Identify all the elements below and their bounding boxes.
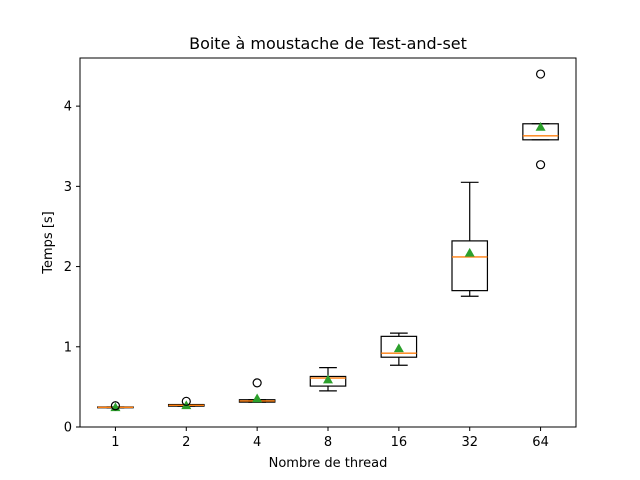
x-tick-label: 16 — [391, 435, 408, 450]
mean-marker — [535, 121, 546, 131]
mean-marker — [393, 343, 404, 353]
outlier-point — [252, 378, 262, 388]
chart-title: Boite à moustache de Test-and-set — [189, 34, 467, 53]
y-tick-label: 2 — [64, 260, 72, 275]
box — [451, 240, 489, 292]
outlier-point — [181, 396, 191, 406]
axes: 1 2 4 8 16 32 64 0 1 2 3 4 — [64, 100, 549, 450]
y-axis-label: Temps [s] — [41, 211, 56, 274]
mean-marker — [323, 374, 333, 384]
box-group — [97, 401, 134, 412]
x-tick-label: 64 — [532, 435, 549, 450]
x-tick-label: 32 — [461, 435, 478, 450]
x-axis-label: Nombre de thread — [269, 456, 388, 471]
mean-marker — [252, 393, 263, 403]
y-tick-label: 4 — [64, 100, 72, 115]
outlier-point — [535, 69, 546, 79]
y-tick-label: 3 — [64, 180, 72, 195]
box-group — [380, 332, 418, 366]
box-group — [309, 367, 347, 392]
mean-marker — [464, 247, 475, 257]
mean-marker — [181, 400, 192, 410]
outlier-point — [535, 160, 546, 170]
box-group — [451, 181, 489, 297]
y-tick-label: 0 — [64, 421, 72, 436]
y-tick-label: 1 — [64, 340, 72, 355]
plot-area — [97, 69, 559, 412]
x-tick-label: 2 — [182, 435, 190, 450]
box — [380, 335, 418, 358]
box-group — [167, 396, 205, 410]
x-tick-label: 4 — [253, 435, 261, 450]
box-group — [238, 378, 276, 403]
x-tick-label: 1 — [111, 435, 119, 450]
x-tick-label: 8 — [324, 435, 332, 450]
outlier-point — [110, 401, 121, 411]
box-group — [522, 69, 559, 170]
